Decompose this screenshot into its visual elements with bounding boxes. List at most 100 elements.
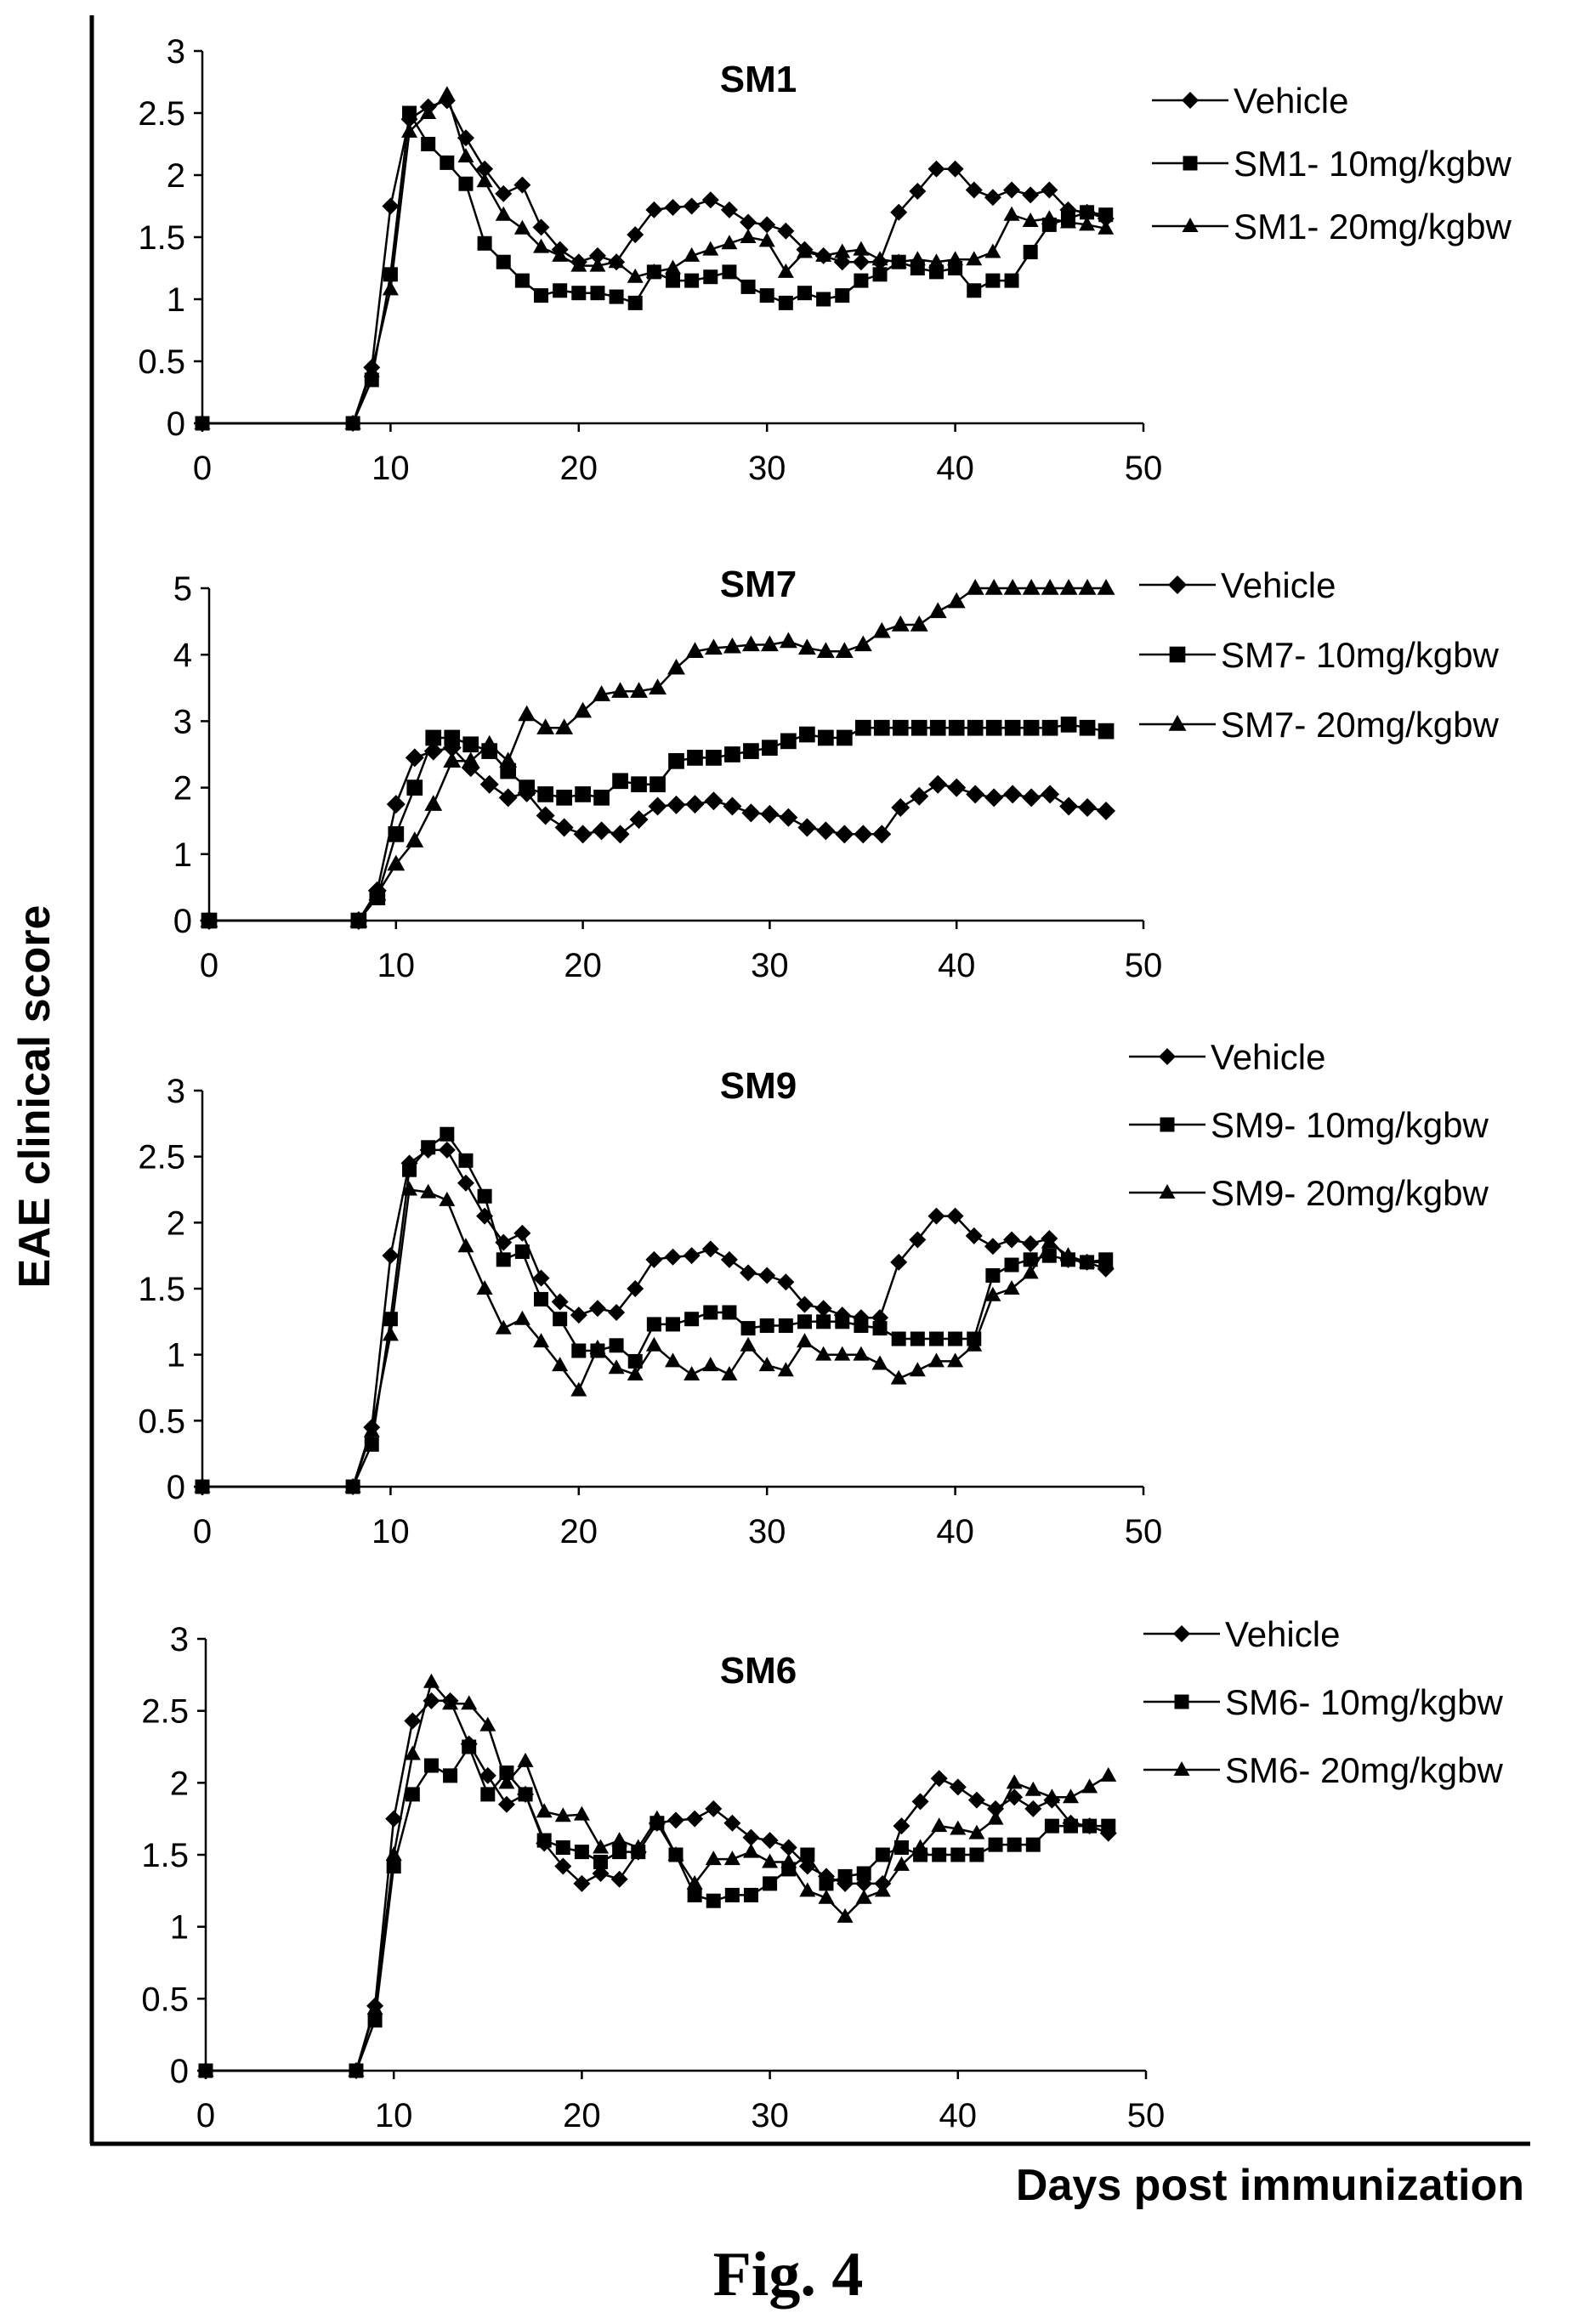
data-point (854, 273, 869, 288)
x-tick-label: 20 (560, 1513, 598, 1550)
data-point (439, 1191, 456, 1206)
data-point (1006, 1788, 1024, 1806)
data-point (630, 1839, 647, 1854)
y-tick-label: 5 (173, 570, 192, 608)
data-point (536, 718, 555, 734)
data-point (1022, 1235, 1040, 1253)
data-point (912, 1839, 929, 1854)
data-point (910, 1331, 925, 1346)
data-point (495, 184, 513, 202)
data-point (570, 257, 587, 272)
data-point (536, 1833, 552, 1848)
data-point (457, 148, 474, 163)
data-point (610, 825, 630, 844)
series-triangle (194, 1181, 1115, 1493)
data-point (723, 1851, 740, 1866)
data-point (762, 740, 778, 757)
data-point (363, 1422, 380, 1437)
data-point (890, 203, 908, 221)
data-point (1098, 723, 1115, 740)
y-tick-label: 3 (167, 33, 185, 71)
data-point (780, 1853, 797, 1868)
data-point (668, 752, 684, 769)
x-tick-label: 20 (560, 450, 598, 487)
data-point (348, 2062, 365, 2077)
data-point (593, 1854, 609, 1869)
x-tick-label: 30 (751, 2097, 789, 2134)
data-point (645, 1336, 662, 1352)
data-point (799, 726, 815, 743)
data-point (1097, 801, 1116, 820)
data-point (1004, 273, 1019, 288)
data-point (498, 1774, 515, 1789)
data-point (931, 1817, 948, 1833)
y-tick-label: 0.5 (138, 343, 185, 381)
legend-marker (1182, 92, 1199, 109)
data-point (985, 719, 1002, 736)
data-point (763, 1876, 778, 1891)
data-point (537, 786, 553, 802)
data-point (891, 1331, 906, 1346)
data-point (514, 273, 530, 288)
data-point (797, 1314, 812, 1329)
data-point (854, 635, 872, 652)
data-point (777, 1362, 794, 1377)
data-point (440, 155, 455, 170)
data-point (553, 283, 568, 298)
data-point (513, 1310, 530, 1325)
data-point (778, 295, 793, 310)
data-point (872, 267, 888, 282)
data-point (627, 295, 643, 310)
x-tick-label: 50 (1125, 450, 1163, 487)
data-point (645, 1250, 663, 1268)
data-point (800, 1847, 815, 1862)
data-point (927, 1352, 944, 1368)
data-point (588, 247, 606, 264)
data-point (684, 247, 701, 262)
data-point (911, 1793, 929, 1811)
data-point (701, 191, 719, 209)
data-point (721, 235, 738, 250)
data-point (984, 579, 1003, 595)
data-point (740, 1264, 757, 1282)
y-tick-label: 0.5 (138, 1403, 185, 1440)
data-point (627, 1365, 644, 1380)
data-point (890, 1369, 907, 1385)
data-point (387, 854, 406, 871)
data-point (797, 638, 816, 655)
data-point (667, 1811, 684, 1829)
data-point (405, 748, 424, 768)
legend-label: Vehicle (1234, 81, 1348, 121)
data-point (723, 796, 742, 816)
data-point (401, 122, 418, 138)
data-point (777, 1273, 795, 1291)
legend: Vehicle SM6- 10mg/kgbw SM6- 20mg/kgbw (1143, 1614, 1503, 1790)
data-point (910, 615, 928, 632)
data-point (946, 1207, 964, 1225)
series-line (206, 1699, 1109, 2072)
data-point (1041, 579, 1059, 595)
data-point (1041, 1233, 1058, 1249)
x-tick-label: 50 (1127, 2097, 1166, 2134)
data-point (1024, 1781, 1041, 1796)
data-point (1041, 785, 1060, 804)
data-point (1081, 1778, 1098, 1794)
data-point (495, 206, 512, 221)
data-point (385, 1810, 403, 1828)
legend-label: SM9- 20mg/kgbw (1211, 1173, 1489, 1213)
legend-marker (1183, 156, 1198, 171)
x-tick-label: 40 (938, 947, 976, 984)
data-point (947, 592, 966, 609)
data-point (514, 1244, 530, 1260)
data-point (893, 1817, 910, 1835)
data-point (423, 1758, 439, 1773)
legend-label: SM6- 10mg/kgbw (1225, 1682, 1503, 1722)
data-point (796, 1295, 814, 1313)
data-point (685, 795, 705, 814)
data-point (1023, 245, 1038, 260)
data-point (1079, 719, 1096, 736)
data-point (834, 1346, 851, 1361)
data-point (909, 182, 927, 200)
